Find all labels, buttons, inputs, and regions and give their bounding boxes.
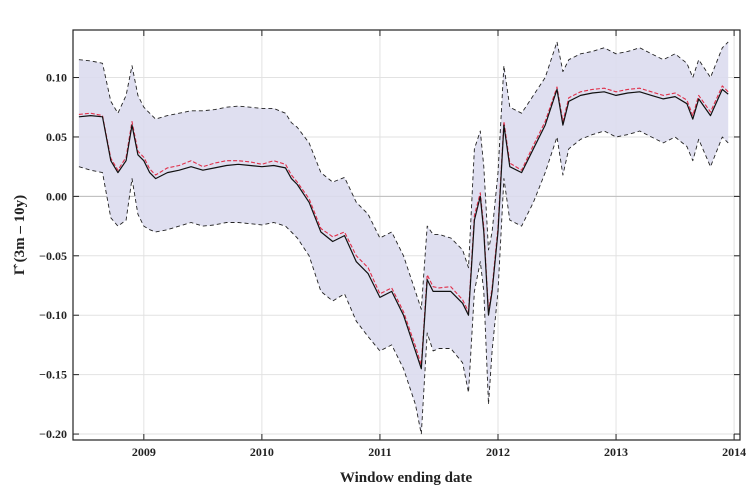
y-tick-label: −0.15 [39, 368, 67, 382]
x-tick-label: 2009 [132, 445, 156, 459]
y-tick-label: −0.05 [39, 249, 67, 263]
x-axis: 2009 2010 2011 2012 2013 2014 [132, 30, 746, 459]
x-tick-label: 2012 [486, 445, 510, 459]
x-tick-label: 2011 [368, 445, 391, 459]
confidence-band [78, 41, 729, 435]
y-tick-label: −0.20 [39, 427, 67, 441]
series-upper-bound [78, 41, 729, 310]
y-axis: −0.20 −0.15 −0.10 −0.05 0.00 0.05 0.10 [39, 71, 740, 441]
x-tick-label: 2013 [604, 445, 628, 459]
x-tick-label: 2010 [250, 445, 274, 459]
y-tick-label: 0.05 [46, 130, 67, 144]
series-estimate [78, 88, 729, 370]
x-axis-title: Window ending date [340, 470, 473, 486]
y-tick-label: 0.10 [46, 71, 67, 85]
series-lower-bound [78, 130, 729, 435]
plot-frame [72, 29, 741, 441]
x-tick-label: 2014 [722, 445, 746, 459]
series-layer [78, 41, 729, 435]
y-tick-label: −0.10 [39, 308, 67, 322]
y-axis-title: Γ̂ (3m – 10y) [12, 195, 28, 275]
y-tick-label: 0.00 [46, 189, 67, 203]
